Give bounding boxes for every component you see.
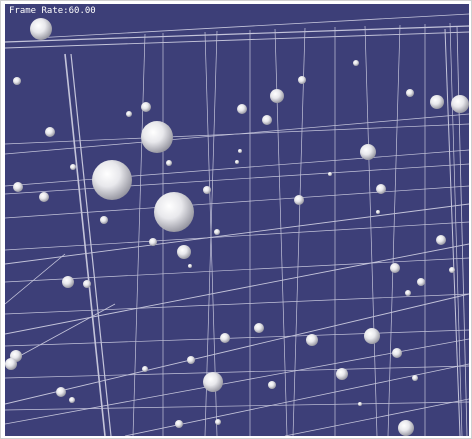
- sphere: [412, 375, 418, 381]
- sphere: [430, 95, 444, 109]
- sphere: [5, 358, 17, 370]
- sphere: [294, 195, 304, 205]
- sphere: [220, 333, 230, 343]
- grid-line: [364, 25, 378, 436]
- sphere: [392, 348, 402, 358]
- sphere: [13, 77, 21, 85]
- sphere: [436, 235, 446, 245]
- sphere: [214, 229, 220, 235]
- sphere: [268, 381, 276, 389]
- grid-line: [284, 398, 469, 436]
- sphere: [328, 172, 332, 176]
- sphere: [69, 397, 75, 403]
- sphere: [92, 160, 132, 200]
- sphere: [449, 267, 455, 273]
- grid-line: [34, 13, 469, 39]
- sphere: [187, 356, 195, 364]
- sphere: [390, 263, 400, 273]
- sphere: [398, 420, 414, 436]
- sphere: [126, 111, 132, 117]
- grid-line: [5, 163, 469, 195]
- sphere: [360, 144, 376, 160]
- grid-line: [387, 24, 401, 436]
- grid-line: [5, 401, 469, 411]
- sphere: [451, 95, 469, 113]
- sphere: [56, 387, 66, 397]
- grid-line: [5, 123, 469, 145]
- grid-line: [5, 365, 469, 379]
- sphere: [238, 149, 242, 153]
- grid-line: [5, 293, 469, 315]
- sphere: [262, 115, 272, 125]
- grid-line: [5, 185, 469, 219]
- sphere: [39, 192, 49, 202]
- sphere: [417, 278, 425, 286]
- grid-line: [5, 149, 469, 187]
- sphere: [70, 164, 76, 170]
- sphere: [83, 280, 91, 288]
- grid-line: [5, 25, 469, 43]
- sphere: [376, 210, 380, 214]
- wireframe-grid: [5, 13, 469, 436]
- sphere: [298, 76, 306, 84]
- sphere: [142, 366, 148, 372]
- grid-line: [132, 33, 146, 436]
- sphere: [45, 127, 55, 137]
- sphere: [203, 372, 223, 392]
- grid-line: [456, 25, 468, 436]
- sphere: [100, 216, 108, 224]
- sphere: [306, 334, 318, 346]
- sphere: [237, 104, 247, 114]
- sphere: [235, 160, 239, 164]
- sphere: [203, 186, 211, 194]
- sphere: [149, 238, 157, 246]
- sphere: [13, 182, 23, 192]
- grid-line: [5, 303, 116, 365]
- sphere: [405, 290, 411, 296]
- grid-line: [5, 31, 469, 49]
- grid-line: [5, 338, 469, 425]
- scene-canvas[interactable]: [5, 4, 469, 436]
- grid-line: [5, 243, 469, 335]
- grid-line: [5, 257, 469, 283]
- sphere: [141, 102, 151, 112]
- sphere: [175, 420, 183, 428]
- sphere-field: [5, 18, 469, 436]
- grid-line: [5, 253, 66, 305]
- grid-line: [204, 30, 218, 436]
- sphere: [358, 402, 362, 406]
- sphere: [364, 328, 380, 344]
- sphere: [254, 323, 264, 333]
- sphere: [166, 160, 172, 166]
- sphere: [62, 276, 74, 288]
- sphere: [406, 89, 414, 97]
- grid-line: [5, 329, 469, 347]
- grid-line: [5, 203, 469, 265]
- sphere: [177, 245, 191, 259]
- sphere: [353, 60, 359, 66]
- sphere: [154, 192, 194, 232]
- sphere: [30, 18, 52, 40]
- sphere: [141, 121, 173, 153]
- grid-line: [5, 221, 469, 251]
- sphere: [215, 419, 221, 425]
- sphere: [336, 368, 348, 380]
- sphere: [376, 184, 386, 194]
- grid-line: [449, 22, 463, 436]
- sphere: [270, 89, 284, 103]
- grid-line: [444, 28, 461, 436]
- 3d-viewport[interactable]: Frame Rate:60.00: [5, 4, 469, 436]
- sphere: [188, 264, 192, 268]
- grid-line: [5, 293, 469, 405]
